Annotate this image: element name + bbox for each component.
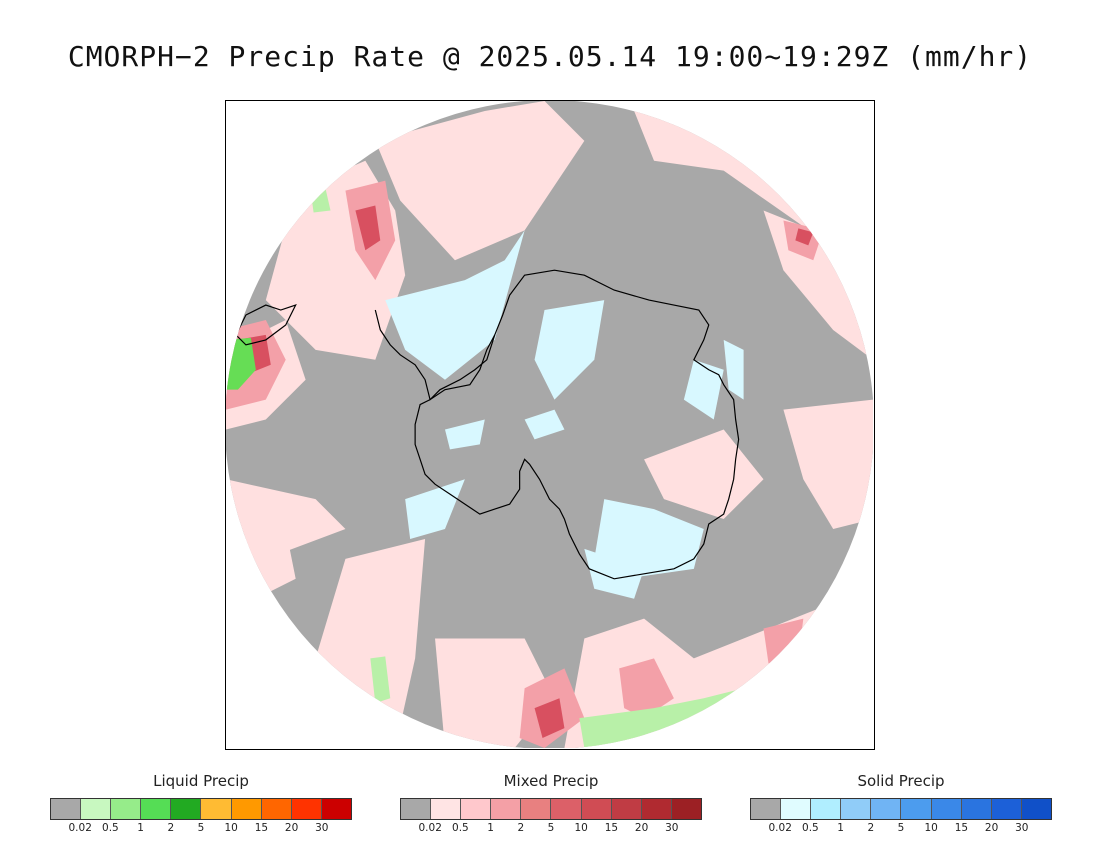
legend-tick-label: 0.5 (452, 822, 469, 834)
legend-swatch (551, 799, 582, 819)
legend-swatch (261, 799, 292, 819)
legend-swatch (521, 799, 552, 819)
legend-swatch (51, 799, 82, 819)
legend-colorbar (400, 798, 702, 820)
legend-tick-label: 20 (634, 822, 649, 834)
legend-swatch (671, 799, 701, 819)
legend-colorbar (750, 798, 1052, 820)
legend-title: Liquid Precip (153, 772, 249, 790)
legend-tick-label: 15 (254, 822, 269, 834)
polar-map (226, 101, 873, 748)
legend-tick-label: 15 (954, 822, 969, 834)
legend-tick-label: 10 (224, 822, 238, 834)
legend-solid-precip: Solid Precip 0.02 0.5 1 2 5 10 15 20 30 (750, 770, 1052, 836)
legend-swatch (291, 799, 322, 819)
legend-tick-label: 5 (547, 822, 555, 834)
legend-title: Solid Precip (857, 772, 945, 790)
legend-tick-label: 2 (867, 822, 875, 834)
legend-swatch (611, 799, 642, 819)
legend-colorbar (50, 798, 352, 820)
legend-tick-label: 1 (137, 822, 144, 834)
legend-tick-label: 10 (924, 822, 938, 834)
legend-tick-label: 20 (284, 822, 299, 834)
legend-tick-label: 30 (315, 822, 329, 834)
legend-tick-label: 2 (167, 822, 175, 834)
legend-tick-label: 1 (487, 822, 494, 834)
legend-swatch (1021, 799, 1051, 819)
legend-swatch (141, 799, 172, 819)
legend-tick-label: 30 (1015, 822, 1029, 834)
legend-swatch (901, 799, 932, 819)
legend-swatch (231, 799, 262, 819)
legend-tick-label: 30 (665, 822, 679, 834)
legend-swatch (751, 799, 782, 819)
legend-swatch (321, 799, 351, 819)
legend-swatch (811, 799, 842, 819)
legend-swatch (491, 799, 522, 819)
legend-tick-label: 0.02 (418, 822, 442, 834)
map-title: CMORPH−2 Precip Rate @ 2025.05.14 19:00~… (67, 40, 1033, 73)
legend-swatch (641, 799, 672, 819)
legend-swatch (871, 799, 902, 819)
polar-map-frame (225, 100, 875, 750)
legend-tick-label: 0.02 (768, 822, 792, 834)
legend-swatch (931, 799, 962, 819)
legend-tick-label: 2 (517, 822, 525, 834)
legend-tick-label: 20 (984, 822, 999, 834)
legend-ticks: 0.02 0.5 1 2 5 10 15 20 30 (50, 822, 352, 836)
legend-swatch (171, 799, 202, 819)
legend-tick-label: 0.5 (802, 822, 819, 834)
legend-tick-label: 5 (197, 822, 205, 834)
legend-mixed-precip: Mixed Precip 0.02 0.5 1 2 5 10 15 20 30 (400, 770, 702, 836)
legend-tick-label: 10 (574, 822, 588, 834)
legend-tick-label: 0.02 (68, 822, 92, 834)
legend-swatch (991, 799, 1022, 819)
antarctica-coastline (414, 269, 740, 580)
legend-tick-label: 15 (604, 822, 619, 834)
legend-liquid-precip: Liquid Precip 0.02 0.5 1 2 5 10 15 20 30 (50, 770, 352, 836)
south-america-tip (235, 304, 297, 346)
legend-tick-label: 1 (837, 822, 844, 834)
legend-swatch (431, 799, 462, 819)
legend-swatch (111, 799, 142, 819)
legend-swatch (401, 799, 432, 819)
legend-swatch (81, 799, 112, 819)
legend-swatch (781, 799, 812, 819)
legend-swatch (841, 799, 872, 819)
legend-title: Mixed Precip (503, 772, 599, 790)
legend-tick-label: 0.5 (102, 822, 119, 834)
legend-swatch (201, 799, 232, 819)
antarctic-peninsula (374, 309, 496, 401)
legend-ticks: 0.02 0.5 1 2 5 10 15 20 30 (400, 822, 702, 836)
legend-tick-label: 5 (897, 822, 905, 834)
legend-ticks: 0.02 0.5 1 2 5 10 15 20 30 (750, 822, 1052, 836)
mixed-precip-mid-regions (226, 180, 824, 748)
legend-swatch (581, 799, 612, 819)
legend-swatch (961, 799, 992, 819)
legend-swatch (461, 799, 492, 819)
